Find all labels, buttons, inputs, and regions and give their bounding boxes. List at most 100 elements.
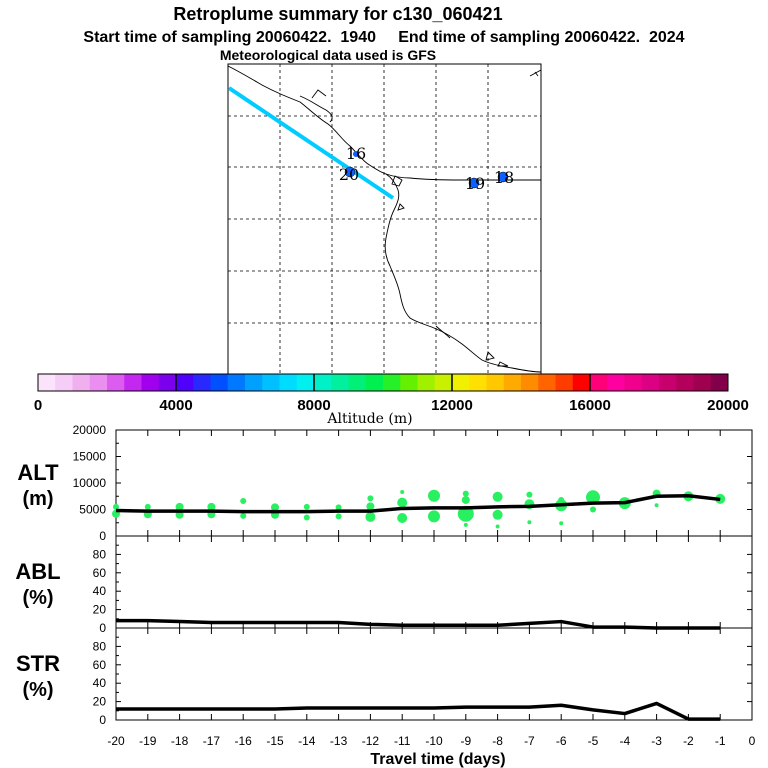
- altitude-scatter-point: [366, 502, 375, 511]
- altitude-scatter-point: [400, 490, 405, 495]
- y-tick-label: 5000: [79, 503, 106, 517]
- y-tick-label: 10000: [73, 476, 107, 490]
- altitude-scatter-point: [207, 502, 216, 511]
- met-data-line: Meteorological data used is GFS: [220, 47, 436, 63]
- timeseries-panels: 0 5000 10000 15000 20000 ALT (m) 0 20 40 60 80 ABL (%…: [15, 423, 753, 727]
- altitude-scatter-point: [428, 510, 440, 523]
- y-tick-label: 20: [93, 695, 107, 709]
- flight-track: [227, 86, 395, 200]
- colorbar-axis-label: Altitude (m): [326, 411, 412, 427]
- colorbar-swatch: [641, 374, 660, 391]
- panel-label: ABL: [15, 559, 60, 584]
- altitude-scatter-point: [240, 512, 247, 519]
- y-tick-label: 60: [93, 658, 107, 672]
- y-tick-label: 40: [93, 676, 107, 690]
- altitude-scatter-point: [457, 505, 474, 522]
- colorbar-ticks: 0 4000 8000 12000 16000 20000: [34, 374, 749, 414]
- x-tick-label: -10: [425, 734, 443, 748]
- point-label-18: 18: [494, 168, 514, 187]
- altitude-scatter-point: [113, 503, 119, 510]
- panel-label: ALT: [17, 460, 59, 485]
- point-label-20: 20: [339, 165, 359, 184]
- altitude-scatter-point: [586, 490, 600, 505]
- colorbar-swatch: [331, 374, 349, 391]
- y-tick-label: 80: [93, 547, 107, 561]
- colorbar-swatch: [676, 374, 694, 391]
- altitude-scatter-point: [303, 503, 310, 510]
- sample-point-16: [353, 151, 359, 157]
- panel-label-units: (%): [22, 679, 53, 701]
- colorbar-swatch: [555, 374, 574, 391]
- x-tick-label: -7: [524, 734, 535, 748]
- panel-label-units: (m): [22, 488, 53, 510]
- altitude-scatter-point: [495, 524, 500, 529]
- colorbar-swatch: [710, 374, 729, 391]
- colorbar-tick-label: 4000: [159, 397, 192, 414]
- colorbar-swatch: [38, 374, 56, 391]
- altitude-scatter-point: [175, 502, 184, 511]
- altitude-scatter-point: [463, 522, 468, 527]
- y-tick-label: 0: [99, 621, 106, 635]
- colorbar-swatch: [279, 374, 298, 391]
- altitude-scatter-point: [526, 491, 533, 498]
- y-tick-label: 40: [93, 584, 107, 598]
- x-tick-label: -1: [715, 734, 726, 748]
- x-tick-label: -11: [394, 734, 411, 748]
- colorbar-swatch: [314, 374, 332, 391]
- colorbar-swatch: [193, 374, 211, 391]
- x-tick-label: 0: [749, 734, 756, 748]
- x-tick-label: -12: [362, 734, 380, 748]
- map-coastline: [227, 65, 542, 373]
- colorbar-swatch: [348, 374, 367, 391]
- sampling-time-line: Start time of sampling 20060422. 1940 En…: [83, 29, 684, 46]
- altitude-scatter-point: [428, 489, 440, 502]
- series-line-str: [116, 701, 721, 721]
- colorbar-swatch: [124, 374, 142, 391]
- colorbar-swatch: [365, 374, 384, 391]
- figure-title: Retroplume summary for c130_060421: [173, 4, 502, 24]
- series-line-abl: [116, 618, 721, 630]
- altitude-scatter-point: [590, 506, 596, 513]
- altitude-scatter-point: [271, 503, 279, 512]
- panel-str: 0 20 40 60 80 STR (%): [16, 627, 753, 727]
- x-tick-label: -5: [588, 734, 599, 748]
- map-gridlines: [228, 64, 541, 374]
- panel-label: STR: [16, 651, 60, 676]
- altitude-scatter-point: [461, 495, 470, 504]
- colorbar-swatch: [176, 374, 194, 391]
- altitude-scatter-point: [240, 498, 247, 505]
- altitude-scatter-point: [367, 495, 374, 502]
- x-tick-label: -15: [266, 734, 284, 748]
- x-tick-label: -8: [492, 734, 503, 748]
- colorbar-swatch: [107, 374, 125, 391]
- colorbar-swatch: [296, 374, 315, 391]
- colorbar-tick-label: 0: [34, 397, 42, 414]
- altitude-scatter-point: [365, 511, 376, 522]
- x-tick-label: -9: [460, 734, 471, 748]
- x-tick-label: -17: [203, 734, 221, 748]
- colorbar-swatch: [262, 374, 280, 391]
- colorbar-swatch: [89, 374, 108, 391]
- colorbar-tick-label: 8000: [297, 397, 330, 414]
- colorbar-swatch: [400, 374, 418, 391]
- sample-point-18: [497, 171, 509, 183]
- colorbar-swatch: [452, 374, 470, 391]
- altitude-scatter-point: [303, 514, 310, 521]
- travel-time-axis: -20 -19 -18 -17 -16 -15 -14 -13 -12 -11 -10 -9 -8 -7-…: [107, 734, 755, 748]
- y-tick-label: 80: [93, 639, 107, 653]
- x-tick-label: -4: [619, 734, 630, 748]
- colorbar-swatch: [55, 374, 73, 391]
- altitude-scatter-point: [527, 520, 532, 525]
- sample-point-20: [344, 166, 356, 178]
- colorbar-swatch: [158, 374, 177, 391]
- panel-frame: [115, 535, 753, 629]
- colorbar-swatch: [210, 374, 229, 391]
- x-axis-label: Travel time (days): [370, 751, 505, 768]
- point-label-16: 16: [346, 144, 366, 163]
- map-sample-points: 16 20 19 18: [339, 144, 514, 193]
- series-line-alt: [115, 493, 721, 514]
- x-tick-label: -18: [171, 734, 189, 748]
- colorbar-tick-label: 20000: [707, 397, 749, 414]
- x-tick-label: -13: [330, 734, 348, 748]
